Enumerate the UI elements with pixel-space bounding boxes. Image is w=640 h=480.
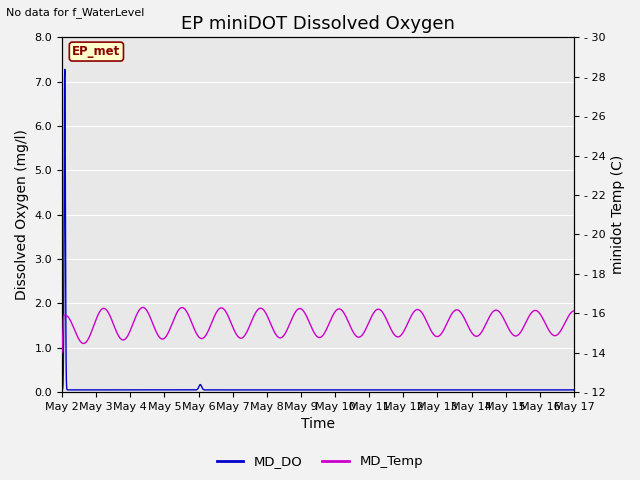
Legend: MD_DO, MD_Temp: MD_DO, MD_Temp [212, 450, 428, 473]
Y-axis label: Dissolved Oxygen (mg/l): Dissolved Oxygen (mg/l) [15, 129, 29, 300]
Title: EP miniDOT Dissolved Oxygen: EP miniDOT Dissolved Oxygen [181, 15, 455, 33]
Text: No data for f_WaterLevel: No data for f_WaterLevel [6, 7, 145, 18]
Text: EP_met: EP_met [72, 45, 120, 58]
X-axis label: Time: Time [301, 418, 335, 432]
Y-axis label: minidot Temp (C): minidot Temp (C) [611, 155, 625, 275]
